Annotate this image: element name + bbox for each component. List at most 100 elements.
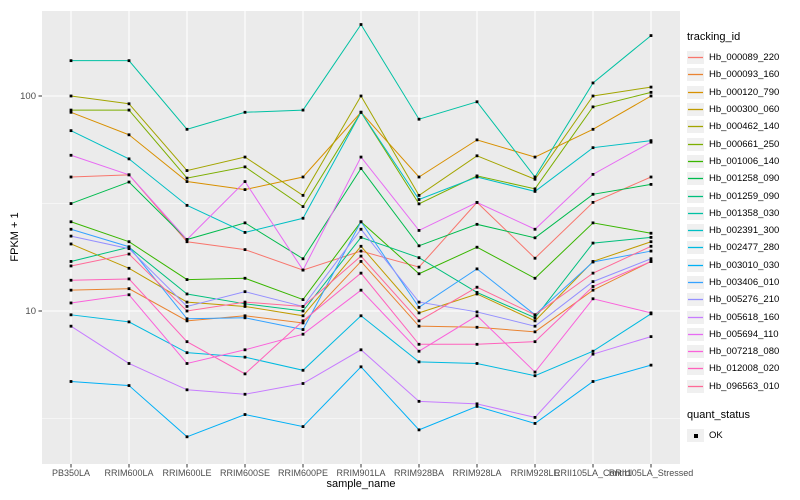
data-point-marker (243, 231, 247, 234)
legend-label: Hb_096563_010 (709, 380, 780, 392)
legend-title-tracking-id: tracking_id (687, 31, 741, 43)
data-point-marker (127, 108, 131, 112)
data-point-marker (591, 221, 595, 225)
data-point-marker (69, 264, 73, 268)
data-point-marker (533, 227, 537, 231)
data-point-marker (185, 435, 189, 439)
data-point-marker (475, 325, 479, 329)
data-point-marker (127, 133, 131, 137)
quant-status-section: quant_status OK (687, 409, 799, 444)
data-point-marker (185, 240, 189, 244)
data-point-marker (69, 234, 73, 238)
legend-key-line-icon (687, 137, 704, 151)
data-point-marker (533, 316, 537, 320)
data-point-marker (359, 155, 363, 159)
legend-label: Hb_002391_300 (709, 225, 780, 237)
data-point-marker (127, 240, 131, 244)
legend-label: Hb_012008_020 (709, 363, 780, 375)
data-point-marker (69, 278, 73, 282)
data-point-marker (185, 292, 189, 296)
data-point-marker (127, 59, 131, 63)
data-point-marker (69, 301, 73, 305)
legend-key-line-icon (687, 51, 704, 65)
data-point-marker (359, 365, 363, 369)
data-point-marker (185, 340, 189, 344)
y-tick-label: 100 (20, 90, 36, 102)
legend-item: Hb_001006_140 (687, 153, 799, 170)
data-point-marker (533, 155, 537, 159)
data-point-marker (591, 271, 595, 275)
legend-item: Hb_005694_110 (687, 326, 799, 343)
legend-key-line-icon (687, 172, 704, 186)
data-point-marker (475, 222, 479, 226)
data-point-marker (533, 276, 537, 280)
data-point-marker (591, 172, 595, 176)
legend-label: Hb_001006_140 (709, 155, 780, 167)
data-point-marker (69, 260, 73, 263)
legend-key-line-icon (687, 327, 704, 341)
data-point-marker (475, 310, 479, 314)
data-point-marker (649, 140, 653, 144)
data-point-marker (243, 276, 247, 280)
data-point-marker (359, 220, 363, 224)
x-tick-label: RRIM928LE (510, 468, 560, 478)
data-point-marker (475, 404, 479, 408)
data-point-marker (591, 380, 595, 383)
data-point-marker (591, 192, 595, 196)
data-point-marker (243, 302, 247, 306)
legend-item: Hb_002477_280 (687, 239, 799, 256)
legend-key-line-icon (687, 276, 704, 289)
data-point-marker (69, 110, 73, 114)
data-point-marker (591, 288, 595, 292)
data-point-marker (533, 187, 537, 191)
data-point-marker (185, 351, 189, 355)
legend-key-line-icon (687, 293, 704, 307)
data-point-marker (533, 330, 537, 334)
data-point-marker (359, 260, 363, 263)
legend-item: Hb_003406_010 (687, 274, 799, 291)
data-point-marker (475, 200, 479, 204)
data-point-marker (301, 175, 305, 179)
data-point-marker (591, 297, 595, 301)
data-point-marker (591, 127, 595, 131)
data-point-marker (649, 257, 653, 261)
data-point-marker (301, 108, 305, 112)
y-axis-title: FPKM + 1 (9, 212, 21, 262)
legend-label: Hb_000120_790 (709, 86, 780, 98)
data-point-marker (417, 202, 421, 206)
data-point-marker (417, 319, 421, 323)
x-tick-label: RRIM928LA (452, 468, 502, 478)
data-point-marker (475, 314, 479, 318)
data-point-marker (127, 247, 131, 251)
data-point-marker (127, 157, 131, 161)
legend-label: Hb_000093_160 (709, 69, 780, 81)
legend-key-line-icon (687, 379, 704, 393)
data-point-marker (417, 360, 421, 364)
data-point-marker (649, 183, 653, 186)
data-point-marker (69, 202, 73, 205)
data-point-marker (417, 399, 421, 403)
data-point-marker (127, 277, 131, 281)
data-point-marker (185, 127, 189, 131)
data-point-marker (69, 313, 73, 317)
data-point-marker (649, 94, 653, 98)
data-point-marker (243, 110, 247, 114)
data-point-marker (359, 254, 363, 258)
data-point-marker (301, 193, 305, 197)
legend-label: Hb_005276_210 (709, 294, 780, 306)
data-point-marker (591, 352, 595, 356)
data-point-marker (185, 169, 189, 172)
data-point-marker (243, 316, 247, 320)
legend-label: Hb_005618_160 (709, 311, 780, 323)
data-point-marker (69, 175, 73, 179)
legend-label: Hb_000300_060 (709, 104, 780, 116)
data-point-marker (359, 288, 363, 292)
legend-item: Hb_012008_020 (687, 360, 799, 377)
data-point-marker (649, 235, 653, 239)
x-tick-label: RRIM600LA (104, 468, 154, 478)
data-point-marker (649, 34, 653, 37)
data-point-marker (533, 415, 537, 419)
legend-key-line-icon (687, 103, 704, 117)
data-point-marker (301, 216, 305, 220)
data-point-marker (475, 100, 479, 104)
